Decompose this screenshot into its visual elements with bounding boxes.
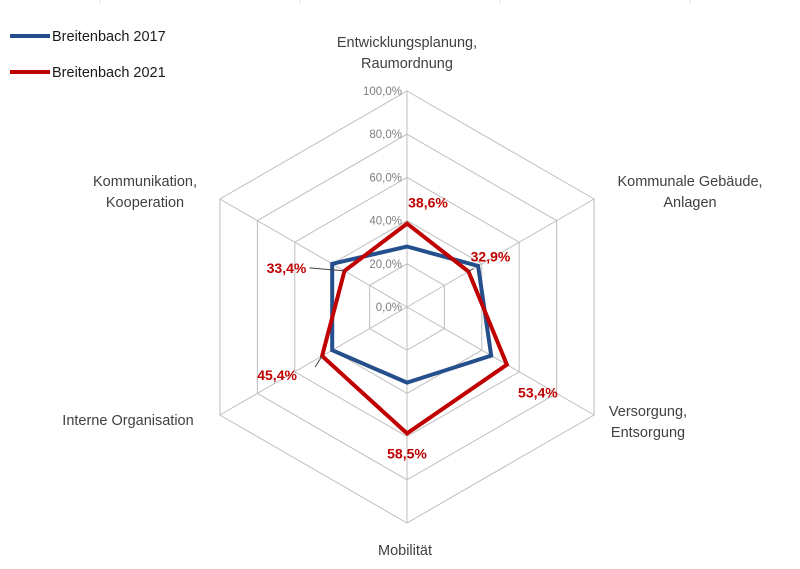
data-label: 33,4% <box>267 260 307 276</box>
grid-spoke <box>406 306 595 416</box>
category-label: Interne Organisation <box>62 413 193 429</box>
category-axis-labels: Entwicklungsplanung, Raumordnung Kommunale… <box>62 35 762 559</box>
category-label-line: Anlagen <box>663 195 716 211</box>
data-labels: 38,6% 32,9% 53,4% 58,5% 45,4% 33,4% <box>257 195 558 462</box>
category-label-line: Entwicklungsplanung, <box>337 35 477 51</box>
data-label: 32,9% <box>471 249 511 265</box>
legend-entry: Breitenbach 2021 <box>52 65 166 81</box>
category-label: Mobilität <box>378 543 432 559</box>
tick-label: 60,0% <box>369 172 402 184</box>
category-label-line: Versorgung, <box>609 404 687 420</box>
radar-grid <box>219 90 595 524</box>
tick-label: 100,0% <box>363 86 402 98</box>
category-label-line: Entsorgung <box>611 425 685 441</box>
grid-spoke <box>219 198 408 308</box>
grid-spoke <box>406 198 595 308</box>
label-leader <box>468 268 474 272</box>
data-label: 45,4% <box>257 367 297 383</box>
label-leader <box>309 267 345 272</box>
tick-label: 80,0% <box>369 129 402 141</box>
category-label-line: Kommunikation, <box>93 174 197 190</box>
category-label: Kommunikation, Kooperation <box>93 174 197 211</box>
category-label-line: Interne Organisation <box>62 413 193 429</box>
legend-entry: Breitenbach 2017 <box>52 29 166 45</box>
label-leader <box>314 355 323 368</box>
data-label: 58,5% <box>387 445 427 461</box>
data-label: 53,4% <box>518 385 558 401</box>
category-label-line: Raumordnung <box>361 56 453 72</box>
tick-label: 20,0% <box>369 259 402 271</box>
series-line <box>330 244 494 385</box>
data-label: 38,6% <box>408 195 448 211</box>
frame-top-marks <box>99 0 691 4</box>
category-label: Entwicklungsplanung, Raumordnung <box>337 35 477 72</box>
category-label: Versorgung, Entsorgung <box>609 404 687 441</box>
category-label-line: Kooperation <box>106 195 184 211</box>
category-label: Kommunale Gebäude, Anlagen <box>617 174 762 211</box>
tick-label: 40,0% <box>369 216 402 228</box>
radial-tick-labels: 0,0% 20,0% 40,0% 60,0% 80,0% 100,0% <box>363 86 402 314</box>
tick-label: 0,0% <box>376 302 402 314</box>
legend: Breitenbach 2017 Breitenbach 2021 <box>10 29 166 81</box>
category-label-line: Mobilität <box>378 543 432 559</box>
category-label-line: Kommunale Gebäude, <box>617 174 762 190</box>
grid-spoke <box>219 306 408 416</box>
data-label-leaders <box>309 267 474 368</box>
